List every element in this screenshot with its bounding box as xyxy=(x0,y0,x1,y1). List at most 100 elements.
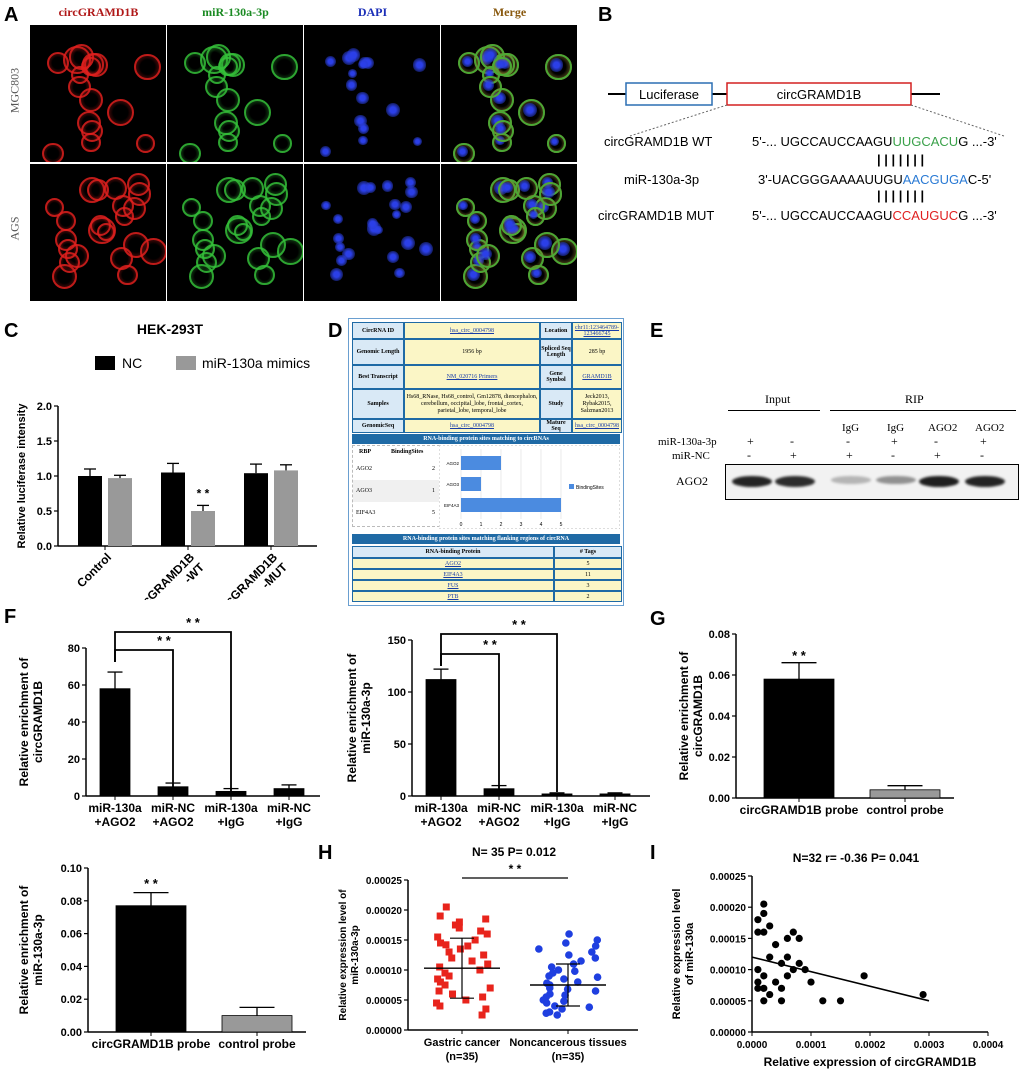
micrograph-tile xyxy=(304,164,440,301)
bar xyxy=(541,793,573,797)
lane-sign: - xyxy=(790,434,794,448)
data-point xyxy=(442,903,450,911)
x-tick-label: +AGO2 xyxy=(478,815,519,829)
micrograph-tile xyxy=(304,25,440,162)
cell-marker xyxy=(332,232,344,244)
data-point xyxy=(486,984,494,992)
db-gseq[interactable]: hsa_circ_0004798 xyxy=(404,419,540,433)
db-location-link[interactable]: chr11:123464789-123466745 xyxy=(574,324,620,337)
cell-marker xyxy=(494,59,505,70)
flank-section-title: RNA-binding protein sites matching flank… xyxy=(352,534,620,544)
cell-marker xyxy=(405,185,418,199)
panel-label-a: A xyxy=(4,4,19,26)
bar xyxy=(461,498,561,512)
y-tick-label: 80 xyxy=(68,643,80,655)
cell-marker xyxy=(484,68,494,78)
chart-c: HEK-293T NC miR-130a mimics 0.0 0.5 1.0 1.5 2.0… xyxy=(16,321,317,600)
y-axis-label: miR-130a-3p xyxy=(350,925,361,984)
panel-label-e: E xyxy=(650,320,664,342)
y-tick-label: 0.00025 xyxy=(366,876,403,887)
db-bt[interactable]: NM_020716 Primers xyxy=(404,365,540,389)
x-tick-label: miR-NC xyxy=(151,801,195,815)
bar xyxy=(763,678,835,799)
x-tick-label: +IgG xyxy=(275,815,302,829)
db-study: Jeck2013, Rybak2015, Salzman2013 xyxy=(572,389,622,419)
y-axis-label: Relative expression level of xyxy=(338,889,349,1021)
chart-title: N= 35 P= 0.012 xyxy=(472,845,556,859)
blot-band xyxy=(919,476,959,488)
x-tick-label: miR-130a xyxy=(530,801,584,815)
db-mseq[interactable]: hsa_circ_0004798 xyxy=(572,419,622,433)
db-bt-link[interactable]: NM_020716 xyxy=(446,374,478,380)
flank-link[interactable]: FUS xyxy=(447,582,459,589)
circ-label: circGRAMD1B xyxy=(777,87,862,102)
y-tick-label: 1.0 xyxy=(37,471,52,483)
y-tick-label: 0.10 xyxy=(61,863,82,875)
db-location[interactable]: chr11:123464789-123466745 xyxy=(572,322,622,339)
data-point xyxy=(482,915,490,923)
cell-marker xyxy=(461,55,474,67)
seq-mir-site: AACGUGA xyxy=(902,172,968,187)
data-point xyxy=(760,928,768,936)
flank-link[interactable]: EIF4A3 xyxy=(443,571,463,578)
db-primers-link[interactable]: Primers xyxy=(478,374,498,380)
y-axis-label: miR-130a-3p xyxy=(31,914,45,985)
flank-link[interactable]: PTB xyxy=(447,593,459,600)
data-point xyxy=(436,978,444,986)
data-point xyxy=(588,948,596,956)
db-study-h: Study xyxy=(540,389,572,419)
cell-marker xyxy=(518,180,531,193)
y-axis-label: Relative expression level xyxy=(671,889,683,1020)
y-tick-label: 0.00025 xyxy=(710,872,747,883)
data-point xyxy=(441,969,449,977)
cell-marker xyxy=(367,218,379,230)
rbp-bar-chart: 0 1 2 3 4 5 AGO2 AGO3 EIF4A3 BindingSites xyxy=(439,445,620,529)
cell-marker xyxy=(217,119,240,142)
cell-marker xyxy=(479,248,492,261)
lane-sign: + xyxy=(891,434,898,448)
db-gs-link[interactable]: GRAMD1B xyxy=(582,374,612,380)
db-slen-h: Spliced Seq Length xyxy=(540,339,572,365)
cell-marker xyxy=(524,251,536,263)
flank-link[interactable]: AGO2 xyxy=(445,560,461,567)
data-point xyxy=(565,930,573,938)
data-point xyxy=(807,978,815,986)
seq-wt: 5'-... UGCCAUCCAAGUUUGCACUG ...-3' xyxy=(752,134,997,149)
flank-val: 5 xyxy=(554,558,622,569)
cell-marker xyxy=(259,232,287,259)
y-tick-label: AGO2 xyxy=(446,461,459,466)
significance-mark: * * xyxy=(509,862,522,876)
cell-marker xyxy=(542,185,555,199)
flank-row-ptb[interactable]: PTB xyxy=(352,591,554,602)
y-tick-label: 0.00020 xyxy=(366,906,403,917)
data-point xyxy=(436,1002,444,1010)
lane-sign: + xyxy=(846,448,853,462)
data-point xyxy=(477,927,485,935)
panel-label-b: B xyxy=(598,4,613,26)
db-gseq-link[interactable]: hsa_circ_0004798 xyxy=(450,423,494,429)
db-bt-h: Best Transcript xyxy=(352,365,404,389)
flank-row-fus[interactable]: FUS xyxy=(352,580,554,591)
flank-row-ago2[interactable]: AGO2 xyxy=(352,558,554,569)
seq-mir: 3'-UACGGGAAAAUUGUAACGUGAC-5' xyxy=(758,172,991,187)
cell-marker xyxy=(345,79,358,91)
cell-marker xyxy=(201,244,226,269)
rbp-row: AGO3 1 xyxy=(353,480,439,502)
y-tick-label: 1.5 xyxy=(37,436,52,448)
y-tick-label: 0.00010 xyxy=(710,966,747,977)
db-slen: 285 bp xyxy=(572,339,622,365)
rbp-row-val: 2 xyxy=(432,466,435,472)
db-gseq-h: GenomicSeq xyxy=(352,419,404,433)
data-point xyxy=(766,953,774,961)
cell-marker xyxy=(418,242,433,257)
rip-bracket xyxy=(830,410,1016,411)
db-mseq-link[interactable]: hsa_circ_0004798 xyxy=(575,423,619,429)
db-gs[interactable]: GRAMD1B xyxy=(572,365,622,389)
flank-row-eif4a3[interactable]: EIF4A3 xyxy=(352,569,554,580)
flank-col-rbp: RNA-binding Protein xyxy=(352,546,554,558)
x-tick-label-n: (n=35) xyxy=(446,1051,479,1063)
db-circ-id-link[interactable]: hsa_circ_0004798 xyxy=(450,327,494,334)
db-circ-id[interactable]: hsa_circ_0004798 xyxy=(404,322,540,339)
data-point xyxy=(772,941,780,949)
chart-f3: 0.00 0.02 0.04 0.06 0.08 0.10 Relative enrichm… xyxy=(17,863,306,1051)
